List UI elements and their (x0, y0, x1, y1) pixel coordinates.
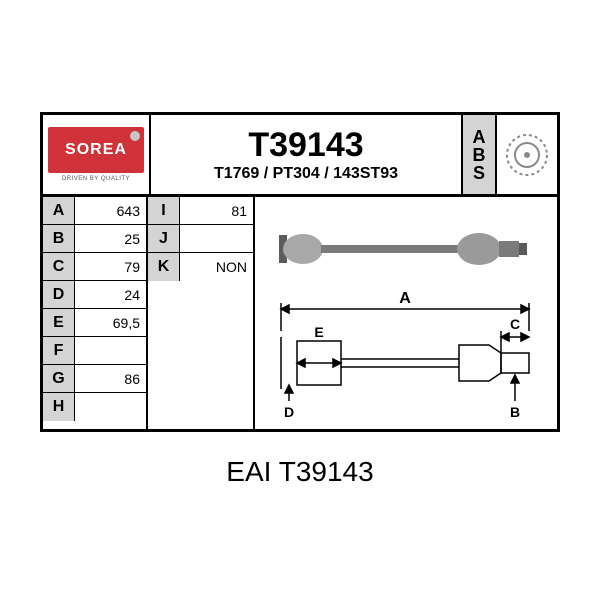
spec-value: 24 (75, 281, 146, 309)
table-row: C79 (43, 253, 146, 281)
dim-label-c: C (510, 316, 520, 332)
dim-label-a: A (399, 290, 411, 307)
table-row: G86 (43, 365, 146, 393)
cross-references: T1769 / PT304 / 143ST93 (214, 165, 398, 183)
spec-label: F (43, 337, 75, 365)
spec-value (180, 225, 253, 253)
spec-label: G (43, 365, 75, 393)
spec-value: 81 (180, 197, 253, 225)
brand-dot-icon (130, 131, 140, 141)
axle-image (279, 233, 527, 265)
caption: EAI T39143 (226, 456, 373, 488)
brand-tagline: DRIVEN BY QUALITY (62, 176, 130, 182)
table-row: H (43, 393, 146, 421)
table-row: A643 (43, 197, 146, 225)
caption-brand: EAI (226, 456, 271, 487)
engineering-drawing: A E D (281, 290, 529, 420)
spec-value: 69,5 (75, 309, 146, 337)
spec-label: I (148, 197, 180, 225)
spec-label: D (43, 281, 75, 309)
spec-col-left: A643 B25 C79 D24 E69,5 F G86 H (43, 197, 148, 429)
table-row: J (148, 225, 253, 253)
table-row: I81 (148, 197, 253, 225)
header-row: SOREA DRIVEN BY QUALITY T39143 T1769 / P… (43, 115, 557, 197)
abs-icon-cell (497, 115, 557, 194)
spec-value: 86 (75, 365, 146, 393)
table-row: B25 (43, 225, 146, 253)
spec-label: K (148, 253, 180, 281)
spec-value: 79 (75, 253, 146, 281)
part-number: T39143 (248, 126, 363, 165)
table-row: F (43, 337, 146, 365)
abs-char: S (473, 164, 485, 182)
spec-value: 643 (75, 197, 146, 225)
spec-label: J (148, 225, 180, 253)
brake-disc-icon (504, 132, 550, 178)
spec-col-right: I81 J KNON (148, 197, 253, 429)
brand-cell: SOREA DRIVEN BY QUALITY (43, 115, 151, 194)
spec-label: B (43, 225, 75, 253)
table-row: E69,5 (43, 309, 146, 337)
spec-label: H (43, 393, 75, 421)
caption-code: T39143 (279, 456, 374, 487)
diagram-cell: A E D (255, 197, 557, 429)
brand-logo: SOREA (48, 127, 144, 173)
abs-char: B (473, 146, 486, 164)
abs-label: A B S (463, 115, 497, 194)
spec-label: E (43, 309, 75, 337)
spec-card: SOREA DRIVEN BY QUALITY T39143 T1769 / P… (40, 112, 560, 432)
dim-label-e: E (314, 324, 323, 340)
title-cell: T39143 T1769 / PT304 / 143ST93 (151, 115, 463, 194)
table-row: KNON (148, 253, 253, 281)
dim-label-b: B (510, 404, 520, 420)
spec-value: NON (180, 253, 253, 281)
spec-label: C (43, 253, 75, 281)
table-row: D24 (43, 281, 146, 309)
spec-value (75, 393, 146, 421)
spec-table: A643 B25 C79 D24 E69,5 F G86 H I81 J KNO… (43, 197, 255, 429)
spec-label: A (43, 197, 75, 225)
spec-value (75, 337, 146, 365)
dim-label-d: D (284, 404, 294, 420)
axle-diagram: A E D (261, 203, 551, 423)
brand-name: SOREA (65, 141, 127, 159)
body-row: A643 B25 C79 D24 E69,5 F G86 H I81 J KNO… (43, 197, 557, 429)
spec-value: 25 (75, 225, 146, 253)
abs-char: A (473, 128, 486, 146)
